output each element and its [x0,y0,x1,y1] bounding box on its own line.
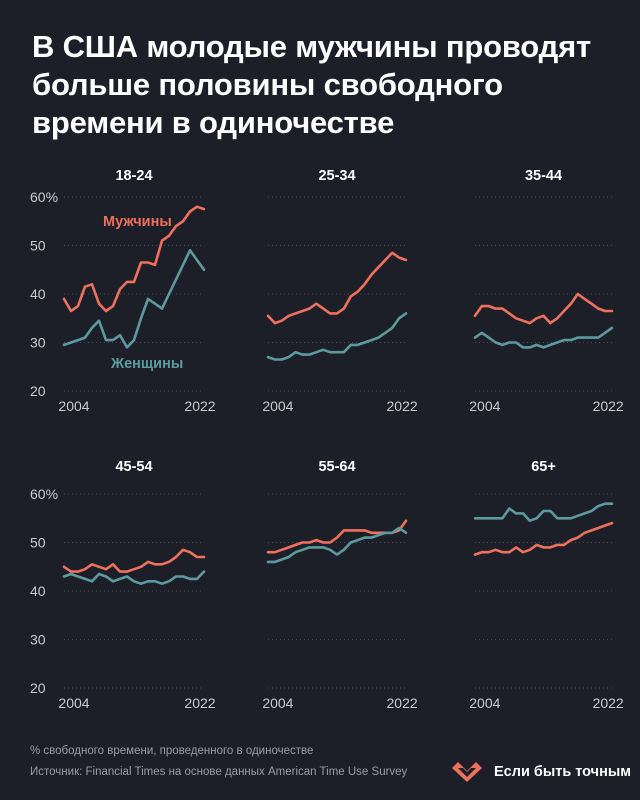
x-tick-label: 2004 [469,695,500,711]
x-tick-label: 2004 [469,398,500,414]
series-line-women-55-64 [266,526,408,564]
heart-logo-icon [452,762,482,782]
panel-title-65: 65+ [531,459,556,475]
series-line-men-45-54 [62,548,206,573]
x-tick-label: 2004 [262,695,293,711]
series-line-men-18-24 [62,205,206,313]
panel-title-55-64: 55-64 [318,459,355,475]
panel-title-35-44: 35-44 [525,168,562,184]
panel-title-18-24: 18-24 [115,168,152,184]
x-tick-label: 2022 [387,398,418,414]
source-note: Источник: Financial Times на основе данн… [30,766,408,778]
brand-name: Если быть точным [494,764,631,780]
series-line-men-35-44 [473,292,614,325]
series-line-men-55-64 [266,519,408,554]
y-tick-label: 30 [30,632,46,648]
x-tick-label: 2022 [184,695,215,711]
y-tick-label: 30 [30,335,46,351]
series-line-men-65 [473,521,614,556]
series-line-women-25-34 [266,312,408,361]
series-line-women-65 [473,502,614,523]
panel-title-45-54: 45-54 [115,459,152,475]
y-tick-label: 50 [30,238,46,254]
panel-title-25-34: 25-34 [318,168,355,184]
x-tick-label: 2022 [593,695,624,711]
x-tick-label: 2022 [387,695,418,711]
series-line-men-25-34 [266,251,408,325]
y-tick-label: 60% [30,486,58,502]
series-line-women-18-24 [62,249,206,349]
series-label-men: Мужчины [103,214,172,230]
y-tick-label: 20 [30,680,46,696]
brand: Если быть точным [450,759,631,785]
y-tick-label: 20 [30,383,46,399]
page-title: В США молодые мужчины проводят больше по… [32,29,591,140]
y-tick-label: 40 [30,583,46,599]
y-tick-label: 60% [30,189,58,205]
x-tick-label: 2022 [593,398,624,414]
chart-unit-note: % свободного времени, проведенного в оди… [30,745,314,757]
series-line-women-45-54 [62,570,206,586]
y-tick-label: 40 [30,286,46,302]
y-tick-label: 50 [30,535,46,551]
x-tick-label: 2004 [58,695,89,711]
x-tick-label: 2022 [184,398,215,414]
x-tick-label: 2004 [58,398,89,414]
series-line-women-35-44 [473,326,614,349]
x-tick-label: 2004 [262,398,293,414]
series-label-women: Женщины [110,356,183,372]
